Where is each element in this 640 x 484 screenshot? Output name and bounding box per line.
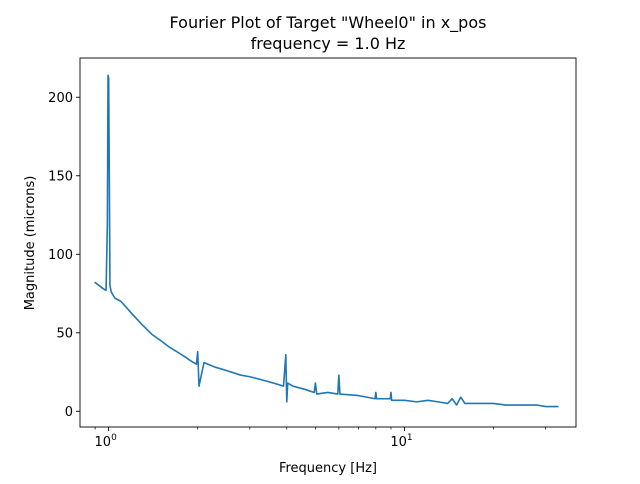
y-tick-label: 50 [56,326,73,341]
axes-frame [79,57,577,428]
y-tick-label: 0 [65,405,73,420]
series-line-0 [94,74,559,408]
y-axis-label: Magnitude (microns) [23,176,38,311]
y-tick-label: 100 [48,248,73,263]
x-axis-label: Frequency [Hz] [279,461,377,476]
chart-subtitle: frequency = 1.0 Hz [251,34,406,53]
chart-title: Fourier Plot of Target "Wheel0" in x_pos [170,13,487,33]
y-tick-label: 150 [48,169,73,184]
y-tick-label: 200 [48,91,73,106]
